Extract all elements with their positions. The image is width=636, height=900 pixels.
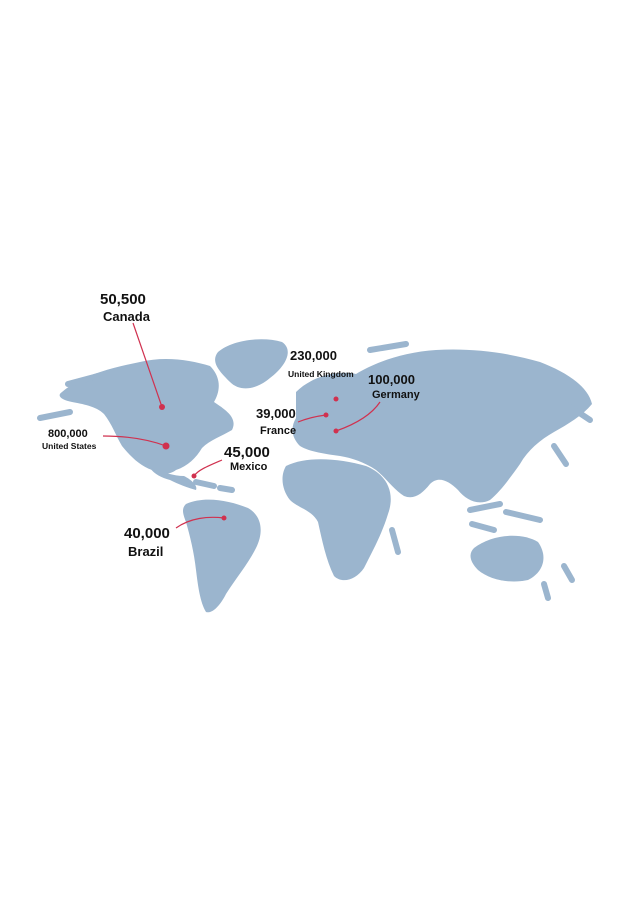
location-dot <box>159 404 165 410</box>
marker-country: Germany <box>372 389 421 401</box>
location-dot <box>333 396 339 402</box>
landmass-british-isles <box>317 392 335 416</box>
marker-value: 230,000 <box>290 348 337 363</box>
marker-brazil[interactable]: 40,000 Brazil <box>124 515 227 560</box>
marker-canada[interactable]: 50,500 Canada <box>100 291 165 410</box>
landmass-north-america <box>37 359 234 490</box>
location-dot <box>221 515 227 521</box>
marker-value: 100,000 <box>368 372 415 387</box>
marker-germany[interactable]: 100,000 Germany <box>333 372 421 434</box>
marker-value: 800,000 <box>48 428 88 440</box>
marker-country: United Kingdom <box>288 369 354 379</box>
leader-line <box>335 401 381 432</box>
landmass-south-america <box>183 499 261 613</box>
landmass-greenland <box>215 339 288 389</box>
landmass-southeast-asia <box>467 501 543 533</box>
landmass-africa <box>282 459 401 581</box>
leader-line <box>193 459 223 477</box>
leader-line <box>175 516 225 529</box>
marker-country: United States <box>42 441 97 451</box>
marker-france[interactable]: 39,000 France <box>256 406 329 437</box>
location-dot <box>191 473 197 479</box>
marker-value: 45,000 <box>224 444 270 461</box>
marker-value: 50,500 <box>100 291 146 308</box>
marker-value: 39,000 <box>256 406 296 421</box>
location-dot <box>162 442 170 450</box>
marker-mexico[interactable]: 45,000 Mexico <box>191 444 270 479</box>
location-dot <box>333 428 339 434</box>
landmass-caribbean <box>193 479 235 493</box>
leader-line <box>132 322 163 408</box>
marker-value: 40,000 <box>124 525 170 542</box>
leader-line <box>102 435 167 447</box>
location-dot <box>323 412 329 418</box>
marker-country: Canada <box>103 309 151 324</box>
marker-united-kingdom[interactable]: 230,000 United Kingdom <box>288 348 354 402</box>
landmass-japan <box>551 443 569 467</box>
marker-country: France <box>260 425 296 437</box>
marker-country: Mexico <box>230 461 268 473</box>
landmass-australia <box>470 535 575 601</box>
marker-country: Brazil <box>128 544 163 559</box>
marker-united-states[interactable]: 800,000 United States <box>42 428 170 451</box>
landmass-eurasia <box>292 341 593 503</box>
